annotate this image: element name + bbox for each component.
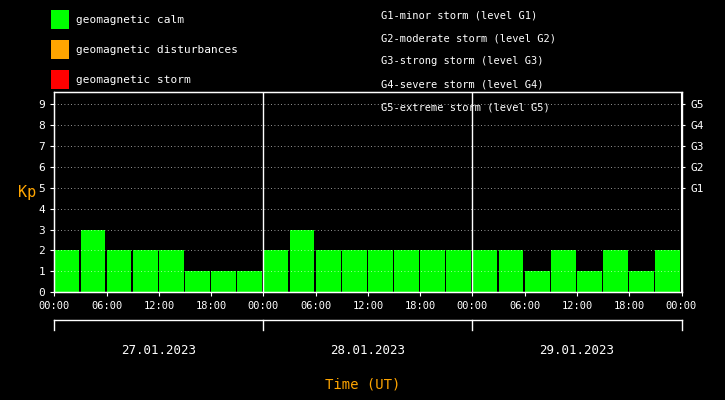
Text: geomagnetic disturbances: geomagnetic disturbances xyxy=(76,45,238,55)
Text: G4-severe storm (level G4): G4-severe storm (level G4) xyxy=(381,80,543,90)
Y-axis label: Kp: Kp xyxy=(18,184,36,200)
Bar xyxy=(211,271,236,292)
Text: G1-minor storm (level G1): G1-minor storm (level G1) xyxy=(381,10,537,20)
Text: 28.01.2023: 28.01.2023 xyxy=(331,344,405,357)
Bar xyxy=(185,271,210,292)
Bar xyxy=(394,250,419,292)
Bar xyxy=(289,230,315,292)
Bar xyxy=(420,250,445,292)
Bar xyxy=(159,250,183,292)
Bar xyxy=(315,250,341,292)
Bar xyxy=(577,271,602,292)
Text: G2-moderate storm (level G2): G2-moderate storm (level G2) xyxy=(381,33,555,43)
Text: geomagnetic storm: geomagnetic storm xyxy=(76,74,191,85)
Bar xyxy=(107,250,131,292)
Bar xyxy=(368,250,393,292)
Text: geomagnetic calm: geomagnetic calm xyxy=(76,15,184,25)
Bar xyxy=(447,250,471,292)
Bar xyxy=(80,230,105,292)
Bar xyxy=(473,250,497,292)
Bar xyxy=(499,250,523,292)
Text: G3-strong storm (level G3): G3-strong storm (level G3) xyxy=(381,56,543,66)
Bar xyxy=(237,271,262,292)
Bar xyxy=(133,250,157,292)
Bar xyxy=(655,250,680,292)
Bar xyxy=(603,250,628,292)
Bar xyxy=(54,250,79,292)
Bar xyxy=(629,271,654,292)
Text: 27.01.2023: 27.01.2023 xyxy=(121,344,196,357)
Bar xyxy=(551,250,576,292)
Text: Time (UT): Time (UT) xyxy=(325,378,400,392)
Text: G5-extreme storm (level G5): G5-extreme storm (level G5) xyxy=(381,103,550,113)
Bar xyxy=(263,250,289,292)
Text: 29.01.2023: 29.01.2023 xyxy=(539,344,615,357)
Bar xyxy=(525,271,550,292)
Bar xyxy=(341,250,367,292)
